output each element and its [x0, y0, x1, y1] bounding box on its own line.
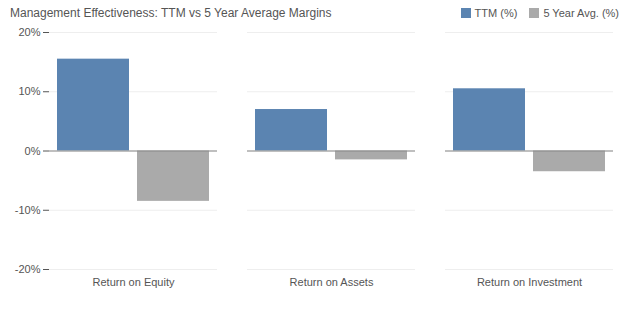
svg-text:Return on Investment: Return on Investment	[477, 276, 582, 288]
svg-text:-20%: -20%	[15, 263, 41, 275]
svg-text:10%: 10%	[18, 85, 40, 97]
svg-text:Return on Assets: Return on Assets	[290, 276, 374, 288]
html-text:Management Effectiveness: TTM: Management Effectiveness: TTM vs 5 Year …	[10, 6, 332, 20]
svg-text:Return on Equity: Return on Equity	[93, 276, 175, 288]
svg-text:-10%: -10%	[15, 204, 41, 216]
svg-text:0%: 0%	[25, 145, 41, 157]
svg-text:20%: 20%	[18, 26, 40, 38]
html-text:5 Year Avg. (%): 5 Year Avg. (%)	[543, 7, 619, 19]
html-text:TTM (%): TTM (%)	[474, 7, 518, 19]
